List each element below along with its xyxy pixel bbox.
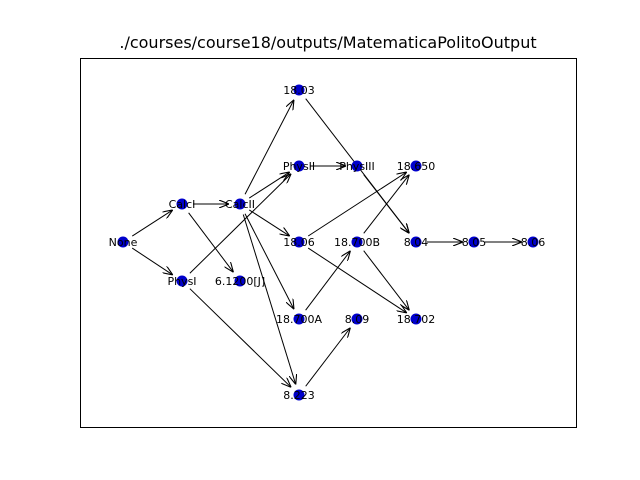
node-label-calcii: CalcII bbox=[225, 198, 255, 211]
edge-calci-to-6-1200-j bbox=[188, 212, 234, 272]
edge-8-223-to-8-09 bbox=[305, 328, 351, 387]
node-18-03 bbox=[293, 84, 305, 96]
node-label-18-702: 18.702 bbox=[397, 313, 436, 326]
node-label-18-700a: 18.700A bbox=[276, 313, 322, 326]
node-8-05 bbox=[468, 236, 480, 248]
node-18-702 bbox=[410, 313, 422, 325]
edge-none-to-physi bbox=[131, 247, 173, 275]
edge-physi-to-physii bbox=[189, 174, 291, 274]
node-18-700b bbox=[351, 236, 363, 248]
node-label-18-06: 18.06 bbox=[283, 236, 315, 249]
node-physiii bbox=[351, 160, 363, 172]
node-label-physi: PhysI bbox=[167, 275, 196, 288]
axes-frame bbox=[80, 58, 577, 428]
node-calci bbox=[176, 198, 188, 210]
label-layer: None CalcI PhysI CalcII 6.1200[J] 18.03 PhysII… bbox=[109, 84, 546, 402]
node-layer bbox=[117, 84, 539, 401]
edge-calcii-to-18-03 bbox=[244, 100, 294, 195]
node-label-calci: CalcI bbox=[169, 198, 196, 211]
edge-none-to-calci bbox=[131, 210, 173, 237]
figure-title: ./courses/course18/outputs/MatematicaPol… bbox=[119, 33, 537, 52]
node-label-18-650: 18.650 bbox=[397, 160, 436, 173]
node-18-700a bbox=[293, 313, 305, 325]
node-label-none: None bbox=[109, 236, 138, 249]
edge-calcii-to-physii bbox=[248, 172, 290, 199]
node-18-650 bbox=[410, 160, 422, 172]
node-label-6-1200-j: 6.1200[J] bbox=[215, 275, 265, 288]
edge-calcii-to-8-223 bbox=[242, 214, 296, 385]
edge-18-700a-to-18-700b bbox=[305, 251, 351, 311]
node-none bbox=[117, 236, 129, 248]
edge-18-06-to-18-702 bbox=[307, 247, 407, 313]
node-label-8-09: 8.09 bbox=[345, 313, 370, 326]
edge-layer bbox=[131, 98, 522, 388]
node-8-223 bbox=[293, 389, 305, 401]
edge-physi-to-8-223 bbox=[189, 288, 291, 388]
edge-calcii-to-18-700a bbox=[244, 213, 294, 309]
node-8-09 bbox=[351, 313, 363, 325]
node-label-8-05: 8.05 bbox=[462, 236, 487, 249]
node-label-18-700b: 18.700B bbox=[334, 236, 380, 249]
node-8-06 bbox=[527, 236, 539, 248]
edge-18-06-to-18-650 bbox=[307, 172, 407, 237]
node-8-04 bbox=[410, 236, 422, 248]
node-physii bbox=[293, 160, 305, 172]
node-label-18-03: 18.03 bbox=[283, 84, 315, 97]
node-label-physiii: PhysIII bbox=[339, 160, 375, 173]
edge-calcii-to-18-06 bbox=[248, 209, 290, 236]
edge-18-700b-to-18-702 bbox=[363, 250, 410, 311]
node-label-8-06: 8.06 bbox=[521, 236, 546, 249]
node-18-06 bbox=[293, 236, 305, 248]
node-label-8-04: 8.04 bbox=[404, 236, 429, 249]
node-calcii bbox=[234, 198, 246, 210]
node-physi bbox=[176, 275, 188, 287]
node-label-physii: PhysII bbox=[283, 160, 315, 173]
edge-18-700b-to-18-650 bbox=[363, 175, 410, 234]
node-6-1200-j bbox=[234, 275, 246, 287]
node-label-8-223: 8.223 bbox=[283, 389, 315, 402]
